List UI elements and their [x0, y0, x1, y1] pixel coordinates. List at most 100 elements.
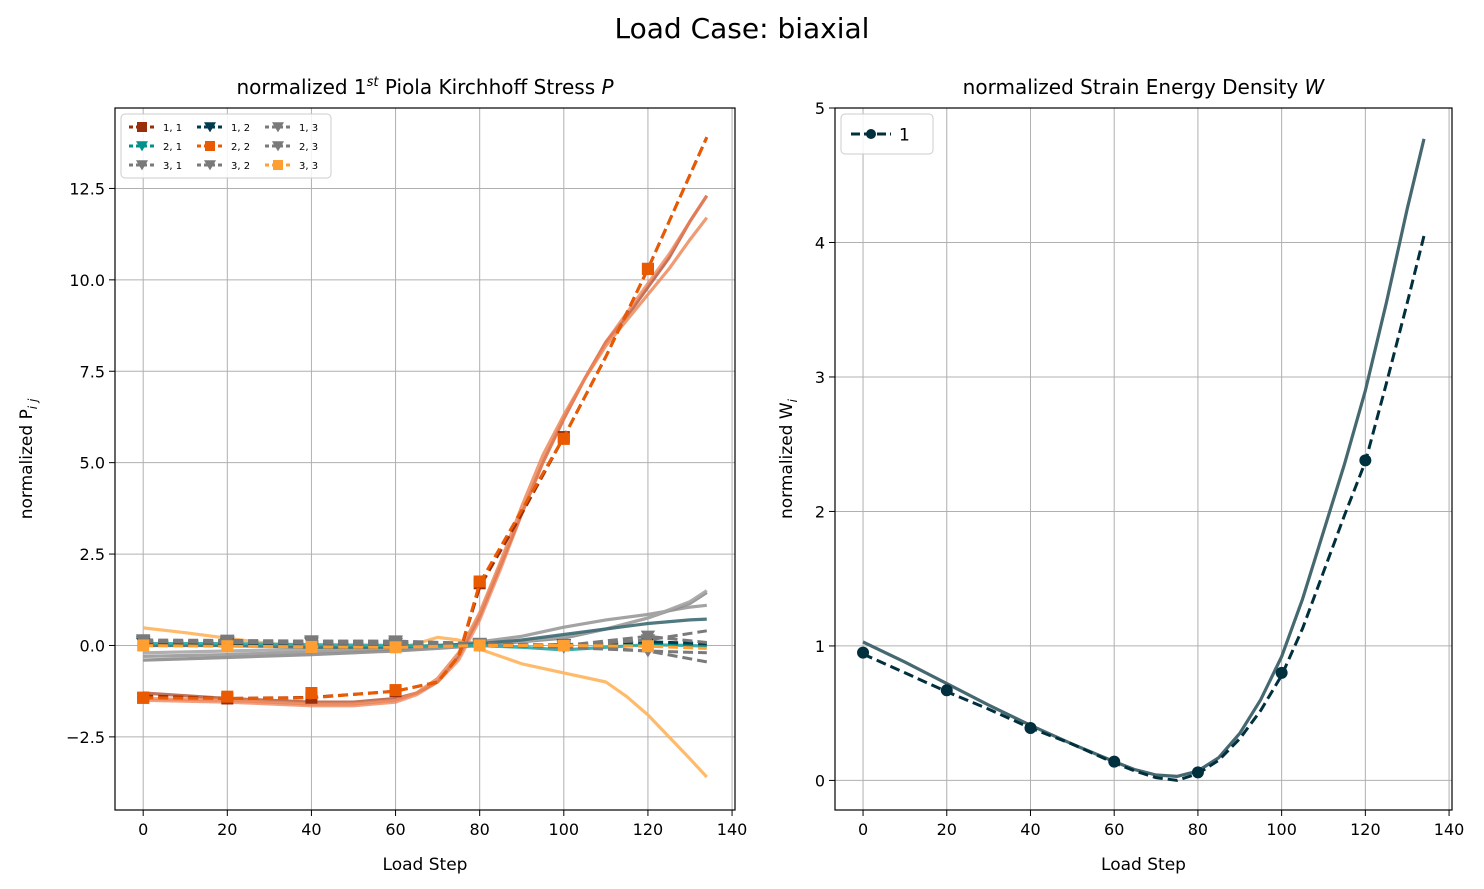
series-marker: [1191, 766, 1204, 779]
x-tick-label: 60: [385, 820, 405, 839]
x-axis-label: Load Step: [383, 855, 468, 875]
legend-marker: [137, 122, 147, 132]
series-line: [143, 136, 709, 701]
legend: 1: [840, 113, 934, 155]
series-marker: [1275, 666, 1288, 679]
x-tick-label: 120: [1350, 820, 1381, 839]
series-marker: [640, 630, 656, 643]
series-marker: [221, 690, 234, 703]
y-tick-label: 5: [815, 99, 825, 118]
x-tick-label: 80: [1188, 820, 1208, 839]
y-tick-label: 7.5: [80, 362, 105, 381]
x-tick-label: 40: [301, 820, 321, 839]
series-marker: [137, 691, 150, 704]
grid: [115, 108, 735, 810]
energy-panel: 0 20 40 60 80 100 120 140 0 1 2 3 4 5 normalized Strai…: [777, 75, 1464, 875]
axes-frame: [114, 107, 736, 811]
series-marker: [940, 684, 953, 697]
data-series: [135, 136, 709, 705]
x-axis-label: Load Step: [1101, 855, 1186, 875]
legend-marker: [136, 141, 148, 152]
x-tick-label: 140: [717, 820, 748, 839]
legend-label: 2, 3: [299, 142, 318, 153]
legend-marker: [272, 122, 284, 133]
series-marker: [473, 639, 486, 652]
model-curve: [143, 216, 709, 706]
figure-title: Load Case: biaxial: [614, 12, 870, 45]
series-marker: [1359, 454, 1372, 467]
y-tick-label: 3: [815, 368, 825, 387]
model-curve: [862, 138, 1426, 778]
panel-title: normalized Strain Energy Density W: [963, 75, 1326, 99]
x-tick-label: 60: [1104, 820, 1124, 839]
legend-label: 3, 3: [299, 161, 318, 172]
y-tick-label: −2.5: [66, 728, 105, 747]
y-tick-label: 5.0: [80, 454, 105, 473]
legend-label: 2, 1: [163, 142, 182, 153]
legend-marker: [204, 160, 216, 171]
series-marker: [137, 639, 150, 652]
title-part: P: [601, 75, 614, 99]
title-part: Piola Kirchhoff Stress: [379, 75, 602, 99]
series-marker: [389, 641, 402, 654]
x-tick-label: 120: [633, 820, 664, 839]
legend-label: 3, 1: [163, 161, 182, 172]
legend-label: 1, 2: [231, 123, 250, 134]
data-series: [857, 235, 1426, 782]
y-tick-label: 12.5: [69, 179, 105, 198]
series-marker: [641, 262, 654, 275]
x-tick-label: 100: [1266, 820, 1297, 839]
title-part: normalized 1: [236, 75, 366, 99]
axes-frame: [834, 107, 1453, 811]
y-tick-label: 4: [815, 233, 825, 252]
x-tick-label: 20: [937, 820, 957, 839]
x-tick-label: 40: [1020, 820, 1040, 839]
ylabel-part: i j: [26, 398, 40, 409]
model-curves: [862, 138, 1426, 778]
y-tick-label: 1: [815, 637, 825, 656]
series-marker: [1108, 755, 1121, 768]
model-curve: [143, 603, 707, 658]
title-part: W: [1305, 75, 1326, 99]
legend-label: 1, 3: [299, 123, 318, 134]
legend-marker: [204, 122, 216, 133]
ylabel-part: normalized P: [17, 409, 37, 519]
x-tick-label: 140: [1434, 820, 1465, 839]
x-tick-label: 80: [470, 820, 490, 839]
legend-marker: [272, 141, 284, 152]
series-marker: [305, 687, 318, 699]
series-marker: [641, 640, 654, 653]
series-marker: [857, 646, 870, 659]
series-marker: [389, 684, 402, 697]
model-curve: [143, 194, 709, 708]
stress-panel: 0 20 40 60 80 100 120 140 −2.5 0.0 2.5 5.0 7.5 10.0 12…: [17, 75, 747, 875]
legend-box: [840, 113, 934, 155]
legend-marker: [866, 129, 876, 139]
legend-marker: [205, 141, 215, 151]
y-axis-label: normalized Wi: [777, 398, 800, 519]
y-tick-label: 0.0: [80, 636, 105, 655]
x-tick-label: 0: [858, 820, 868, 839]
ylabel-part: i: [786, 398, 800, 402]
panel-title: normalized 1st Piola Kirchhoff Stress P: [236, 75, 614, 99]
ylabel-part: normalized W: [777, 402, 797, 519]
legend-marker: [273, 160, 283, 170]
series-line: [143, 640, 707, 655]
series-line: [143, 644, 707, 650]
y-tick-label: 10.0: [69, 271, 105, 290]
grid: [835, 107, 1452, 810]
series-marker: [473, 575, 486, 588]
y-axis-label: normalized Pi j: [17, 398, 40, 519]
series-marker: [1024, 721, 1037, 734]
title-part: st: [367, 75, 380, 90]
legend: 1, 1 2, 1 3, 1 1, 2 2, 2 3, 2 1, 3 2, 3 3, 3: [120, 113, 332, 179]
legend-label: 2, 2: [231, 142, 250, 153]
y-tick-label: 0: [815, 771, 825, 790]
x-tick-label: 100: [549, 820, 580, 839]
series-marker: [557, 639, 570, 652]
x-tick-label: 20: [217, 820, 237, 839]
series-marker: [305, 640, 318, 653]
legend-label: 3, 2: [231, 161, 250, 172]
legend-label: 1, 1: [163, 123, 182, 134]
